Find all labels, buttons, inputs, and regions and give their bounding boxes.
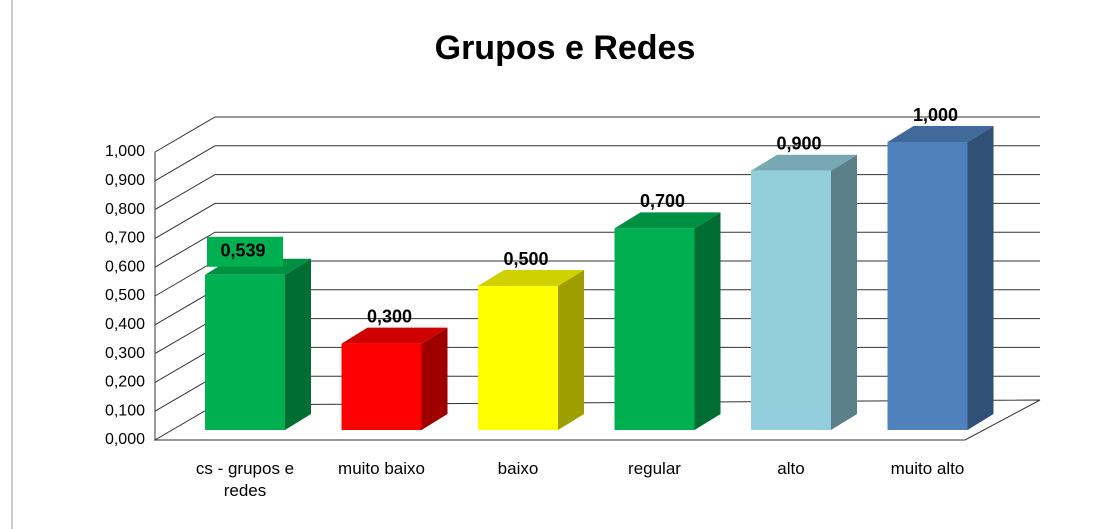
value-label: 1,000: [913, 105, 958, 125]
y-tick-label: 0,200: [105, 374, 145, 391]
bar-side: [694, 212, 721, 430]
bar-top: [478, 270, 584, 286]
y-tick-label: 0,700: [105, 230, 145, 247]
bar-side: [558, 270, 584, 430]
y-tick-label: 0,900: [105, 172, 145, 189]
value-label: 0,900: [776, 134, 821, 154]
y-tick-label: 0,600: [105, 258, 145, 275]
bar: [205, 274, 285, 430]
x-tick-label: alto: [777, 459, 805, 478]
value-label: 0,500: [503, 249, 548, 269]
bar-top: [341, 327, 448, 344]
x-tick-label: regular: [628, 459, 681, 478]
bar: [341, 343, 422, 430]
x-tick-label: muito alto: [890, 459, 965, 478]
bar: [614, 228, 695, 430]
y-tick-label: 0,100: [105, 402, 145, 419]
y-tick-label: 0,400: [105, 316, 145, 333]
bar: [751, 170, 831, 431]
x-tick-label: baixo: [497, 459, 539, 478]
y-tick-label: 0,500: [105, 287, 145, 304]
value-label: 0,539: [220, 241, 265, 261]
grid-line: [154, 116, 1040, 153]
value-label: 0,700: [640, 191, 685, 211]
bar: [478, 286, 558, 430]
grid-line: [154, 145, 1040, 182]
value-label-box: [207, 236, 283, 267]
x-tick-label: muito baixo: [338, 459, 425, 478]
bar-side: [967, 126, 994, 430]
bar-side: [831, 154, 857, 431]
value-label: 0,300: [367, 306, 412, 326]
y-tick-label: 0,000: [105, 431, 145, 448]
y-tick-label: 0,800: [105, 201, 145, 218]
bar-top: [887, 126, 994, 142]
bar-top: [751, 154, 857, 171]
bar-top: [614, 212, 721, 229]
x-tick-label: cs - grupos e redes: [195, 459, 295, 500]
bar-side: [421, 327, 448, 430]
y-tick-label: 1,000: [105, 143, 145, 160]
bar-side: [285, 258, 311, 430]
chart-title: Grupos e Redes: [435, 29, 696, 67]
bar: [887, 142, 968, 430]
y-tick-label: 0,300: [105, 345, 145, 362]
floor: [153, 399, 1041, 441]
